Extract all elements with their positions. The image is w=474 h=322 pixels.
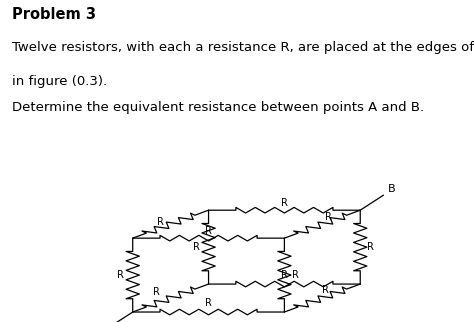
Text: R: R bbox=[205, 298, 212, 308]
Text: Problem 3: Problem 3 bbox=[12, 7, 96, 22]
Text: R: R bbox=[322, 285, 329, 295]
Text: R: R bbox=[117, 270, 124, 280]
Text: R: R bbox=[193, 242, 200, 252]
Text: R: R bbox=[153, 287, 160, 297]
Text: R: R bbox=[156, 217, 164, 227]
Text: R: R bbox=[325, 212, 332, 222]
Text: R: R bbox=[367, 242, 374, 252]
Text: B: B bbox=[388, 184, 396, 194]
Text: R: R bbox=[205, 226, 212, 236]
Text: Twelve resistors, with each a resistance R, are placed at the edges of a cube, a: Twelve resistors, with each a resistance… bbox=[12, 41, 474, 53]
Text: in figure (0.3).: in figure (0.3). bbox=[12, 75, 107, 88]
Text: R: R bbox=[292, 270, 299, 280]
Text: Determine the equivalent resistance between points A and B.: Determine the equivalent resistance betw… bbox=[12, 101, 424, 114]
Text: R: R bbox=[281, 198, 288, 208]
Text: R: R bbox=[281, 270, 288, 280]
